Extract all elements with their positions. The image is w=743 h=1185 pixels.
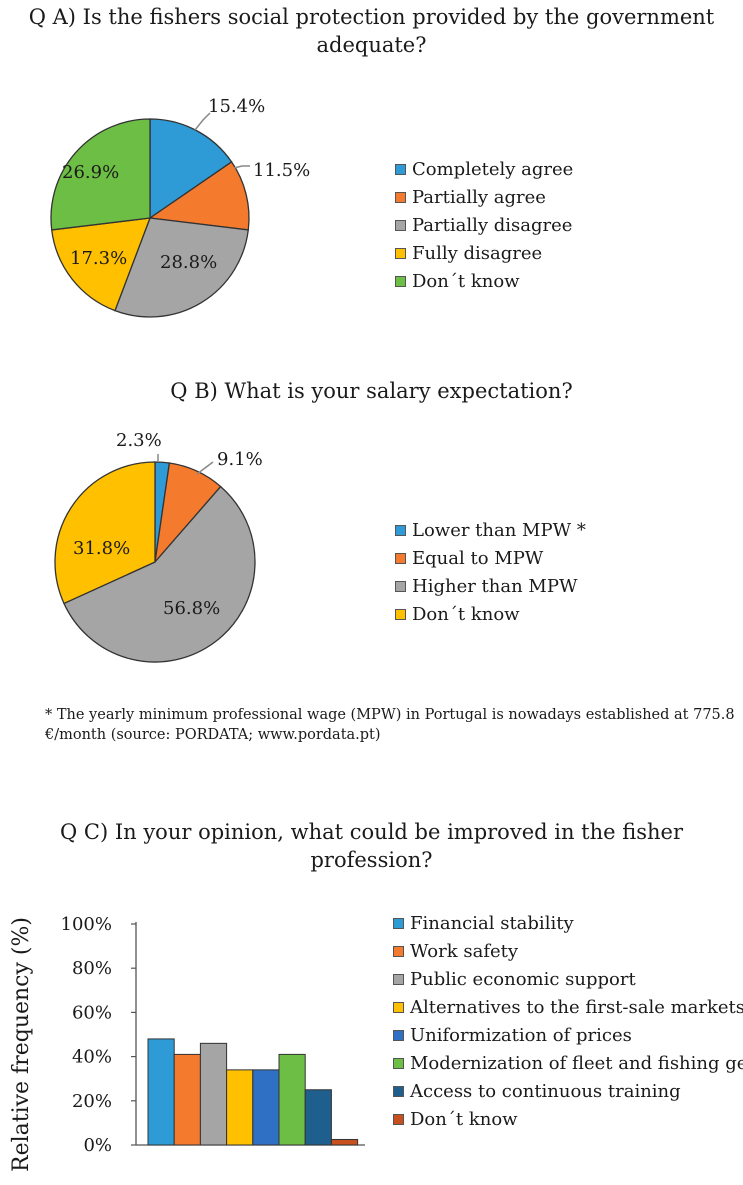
chart-c-title: Q C) In your opinion, what could be impr…	[0, 818, 743, 874]
chart-a-legend: Completely agree Partially agree Partially…	[395, 155, 573, 295]
chart-1-legend-swatch	[395, 580, 406, 592]
chart-1-slice-3	[54, 461, 156, 605]
chart-0-legend-swatch	[395, 247, 406, 259]
chart-2-legend-item: Access to continuous training	[393, 1077, 743, 1105]
chart-2-legend-label: Alternatives to the first-sale markets	[410, 996, 743, 1018]
chart-a-title-line-1: Q A) Is the fishers social protection pr…	[28, 5, 715, 29]
chart-1-legend-swatch	[395, 608, 406, 620]
chart-0-slice-label-1: 11.5%	[253, 160, 310, 181]
chart-a-title: Q A) Is the fishers social protection pr…	[0, 3, 743, 59]
chart-2-legend-label: Don´t know	[410, 1108, 518, 1130]
chart-b-title-line-1: Q B) What is your salary expectation?	[170, 379, 573, 403]
chart-0-legend-item: Fully disagree	[395, 239, 573, 267]
chart-0-legend-swatch	[395, 191, 406, 203]
chart-1-legend-item: Higher than MPW	[395, 572, 586, 600]
chart-2-legend-swatch	[393, 1113, 404, 1125]
chart-b-title: Q B) What is your salary expectation?	[0, 377, 743, 405]
bar-y-tick-label-4: 80%	[72, 958, 112, 979]
chart-0-legend-label: Partially disagree	[412, 214, 573, 236]
bar-y-tick-label-3: 60%	[72, 1002, 112, 1023]
bar-0	[147, 1038, 175, 1146]
bar-y-tick-label-2: 40%	[72, 1047, 112, 1068]
chart-b-legend: Lower than MPW * Equal to MPW Higher than …	[395, 516, 586, 628]
chart-0-legend-label: Partially agree	[412, 186, 546, 208]
chart-2-legend-swatch	[393, 945, 404, 957]
chart-0-legend-item: Partially agree	[395, 183, 573, 211]
chart-0-legend-label: Don´t know	[412, 270, 520, 292]
chart-2-legend-swatch	[393, 917, 404, 929]
chart-2-legend-item: Alternatives to the first-sale markets	[393, 993, 743, 1021]
chart-0-legend-label: Fully disagree	[412, 242, 543, 264]
chart-2-legend-swatch	[393, 1085, 404, 1097]
chart-1-legend-item: Don´t know	[395, 600, 586, 628]
chart-1-slice-label-2: 56.8%	[163, 598, 220, 619]
bar-y-axis-label: Relative frequency (%)	[9, 917, 34, 1172]
chart-1-slice-label-1: 9.1%	[217, 449, 263, 470]
chart-2-legend-label: Work safety	[410, 940, 519, 962]
chart-2-legend-swatch	[393, 1001, 404, 1013]
chart-1-legend-item: Lower than MPW *	[395, 516, 586, 544]
chart-2-legend-swatch	[393, 1057, 404, 1069]
chart-2-legend-label: Public economic support	[410, 968, 636, 990]
chart-1-slice-label-3: 31.8%	[73, 538, 130, 559]
chart-0-slice-4	[50, 118, 151, 231]
bar-y-tick-label-5: 100%	[61, 914, 112, 935]
chart-0-slice-1	[148, 161, 250, 231]
chart-0-slice-label-2: 28.8%	[160, 252, 217, 273]
chart-0-legend-label: Completely agree	[412, 158, 574, 180]
chart-2-legend-item: Modernization of fleet and fishing gear	[393, 1049, 743, 1077]
chart-1-slice-label-0: 2.3%	[116, 430, 162, 451]
footnote: * The yearly minimum professional wage (…	[45, 707, 735, 743]
chart-2-legend-swatch	[393, 1029, 404, 1041]
chart-c-title-line-2: profession?	[310, 848, 433, 872]
chart-1-slice-2	[63, 485, 256, 663]
chart-0-slice-2	[114, 217, 249, 318]
bar-5	[278, 1053, 306, 1146]
chart-0-legend-item: Partially disagree	[395, 211, 573, 239]
chart-0-slice-0	[149, 118, 233, 220]
bar-1	[173, 1053, 201, 1146]
chart-1-leader-1	[196, 461, 214, 475]
bar-y-tick-label-0: 0%	[83, 1135, 112, 1156]
chart-c-title-line-1: Q C) In your opinion, what could be impr…	[60, 820, 683, 844]
bar-4	[252, 1069, 280, 1146]
chart-0-legend-swatch	[395, 219, 406, 231]
chart-2-legend-label: Uniformization of prices	[410, 1024, 632, 1046]
chart-2-legend-item: Financial stability	[393, 909, 743, 937]
chart-0-slice-label-3: 17.3%	[70, 248, 127, 269]
chart-2-legend-item: Uniformization of prices	[393, 1021, 743, 1049]
chart-2-legend-item: Don´t know	[393, 1105, 743, 1133]
chart-2-legend-item: Public economic support	[393, 965, 743, 993]
chart-1-legend-swatch	[395, 524, 406, 536]
chart-0-slice-label-0: 15.4%	[208, 96, 265, 117]
bar-6	[304, 1089, 332, 1146]
chart-a-title-line-2: adequate?	[316, 33, 427, 57]
chart-0-leader-1	[233, 165, 250, 169]
chart-1-legend-label: Equal to MPW	[412, 547, 544, 569]
bar-2	[199, 1042, 228, 1146]
chart-1-legend-label: Don´t know	[412, 603, 520, 625]
bar-3	[226, 1069, 254, 1146]
chart-0-slice-label-4: 26.9%	[62, 162, 119, 183]
chart-0-legend-item: Don´t know	[395, 267, 573, 295]
chart-2-legend-swatch	[393, 973, 404, 985]
bar-y-tick-label-1: 20%	[72, 1091, 112, 1112]
chart-0-slice-3	[51, 217, 151, 312]
chart-1-legend-item: Equal to MPW	[395, 544, 586, 572]
chart-0-leader-0	[194, 112, 211, 131]
chart-1-legend-swatch	[395, 552, 406, 564]
chart-1-legend-label: Lower than MPW *	[412, 519, 586, 541]
chart-1-legend-label: Higher than MPW	[412, 575, 578, 597]
chart-2-legend-label: Financial stability	[410, 912, 574, 934]
chart-2-legend-label: Modernization of fleet and fishing gear	[410, 1052, 743, 1074]
chart-0-legend-swatch	[395, 275, 406, 287]
bar-7	[330, 1138, 359, 1146]
chart-2-legend-item: Work safety	[393, 937, 743, 965]
chart-c-legend: Financial stability Work safety Public eco…	[393, 909, 743, 1133]
chart-0-legend-swatch	[395, 163, 406, 175]
chart-0-legend-item: Completely agree	[395, 155, 573, 183]
chart-2-legend-label: Access to continuous training	[410, 1080, 681, 1102]
